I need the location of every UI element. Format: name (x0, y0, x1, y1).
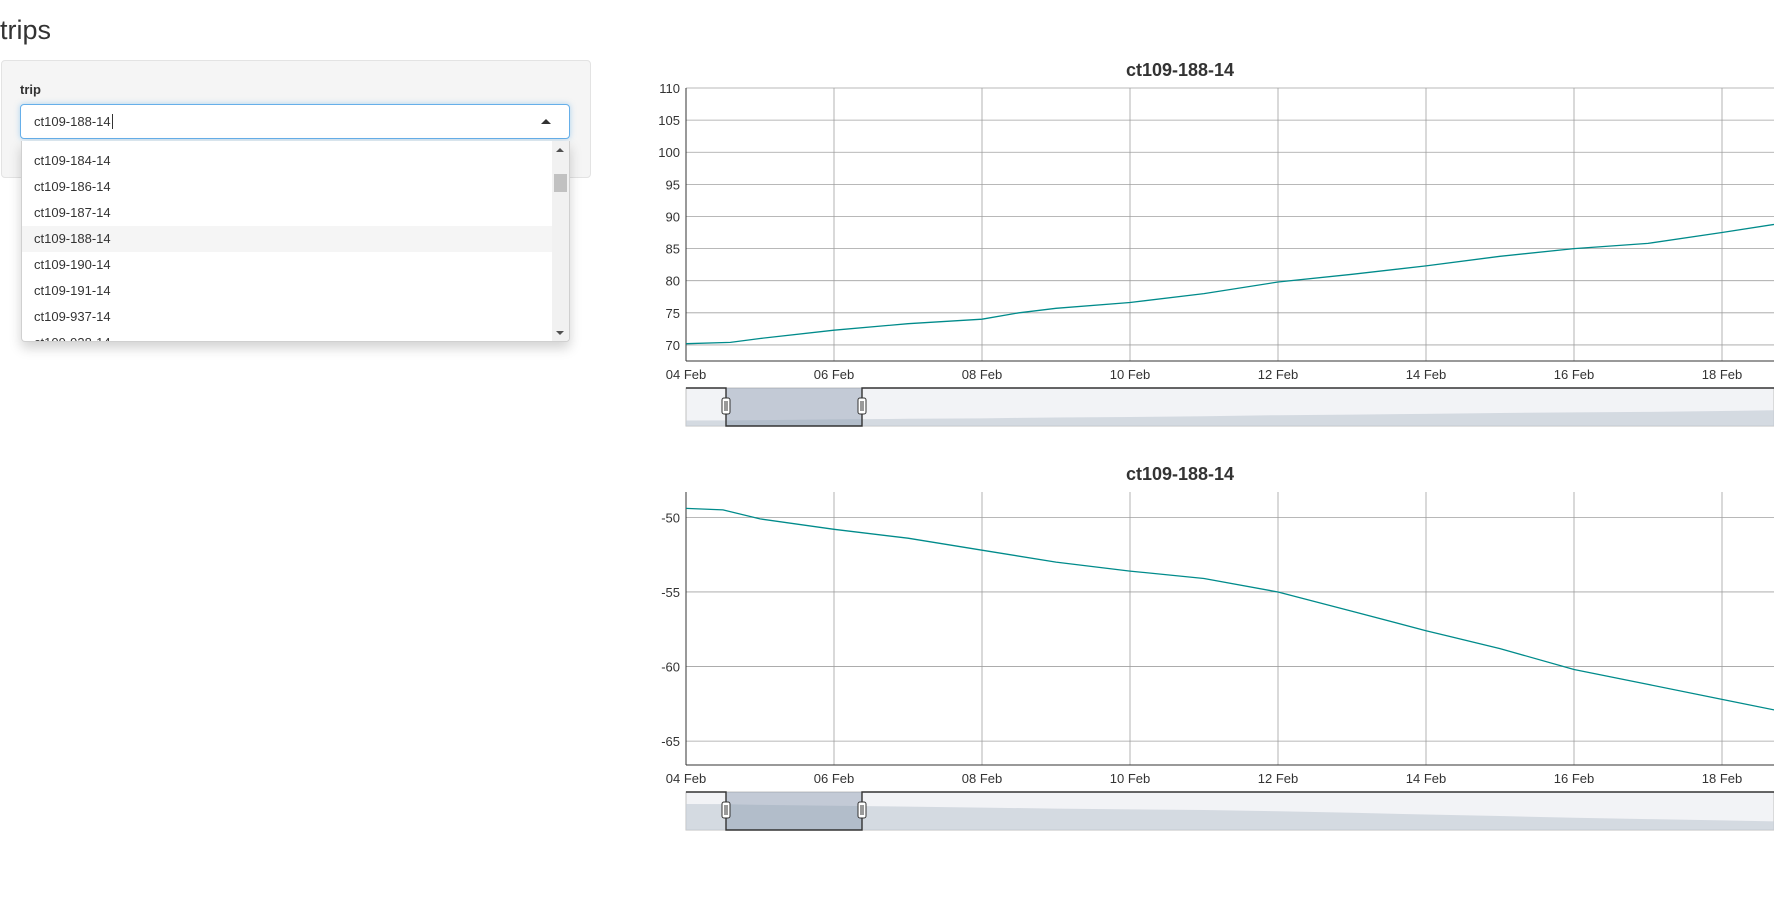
text-cursor (111, 114, 113, 129)
scroll-up-arrow-icon[interactable] (556, 148, 564, 152)
x-tick-label: 18 Feb (1702, 771, 1742, 786)
chart-longitude-svg: ct109-188-14 04 Feb 06 Feb 08 Feb 10 Feb 12 F… (661, 464, 1774, 831)
series-line (685, 507, 1774, 711)
x-tick-label: 16 Feb (1554, 771, 1594, 786)
scroll-down-arrow-icon[interactable] (556, 331, 564, 335)
trip-option[interactable]: ct109-184-14 (34, 153, 111, 168)
range-selector-handle[interactable] (721, 397, 731, 415)
trip-option[interactable]: ct109-187-14 (34, 205, 111, 220)
trip-dropdown-list[interactable]: ct109-184-14 ct109-186-14 ct109-187-14 ct10… (21, 141, 570, 342)
y-tick-label: 105 (658, 113, 680, 128)
y-tick-label: -65 (661, 734, 680, 749)
x-tick-label: 10 Feb (1110, 771, 1150, 786)
chart-title: ct109-188-14 (1126, 464, 1234, 484)
range-selector-mini-series (686, 804, 1774, 830)
x-tick-label: 06 Feb (814, 771, 854, 786)
chart-longitude: ct109-188-14 04 Feb 06 Feb 08 Feb 10 Feb 12 F… (640, 458, 1774, 868)
trip-select[interactable]: ct109-188-14 (20, 104, 570, 139)
y-tick-label: -60 (661, 660, 680, 675)
trip-field-label: trip (20, 82, 41, 97)
trip-option[interactable]: ct109-191-14 (34, 283, 111, 298)
range-selector-outline (686, 791, 1774, 831)
range-selector-handle[interactable] (857, 397, 867, 415)
y-tick-label: 85 (666, 242, 680, 257)
y-tick-label: 90 (666, 209, 680, 224)
range-selector-window (726, 388, 862, 426)
trip-select-value[interactable]: ct109-188-14 (34, 114, 113, 129)
x-tick-label: 06 Feb (814, 367, 854, 382)
y-tick-label: 95 (666, 177, 680, 192)
trip-option[interactable]: ct109-937-14 (34, 309, 111, 324)
range-selector-window (726, 792, 862, 830)
chart-latitude-svg: ct109-188-14 04 Feb 06 Feb 08 Feb 10 Feb 12 F… (658, 60, 1774, 427)
page-title: trips (0, 15, 52, 45)
range-selector-mini-series (686, 410, 1774, 426)
trip-option[interactable]: ct109-190-14 (34, 257, 111, 272)
scroll-thumb[interactable] (554, 174, 567, 192)
y-tick-label: 70 (666, 338, 680, 353)
x-tick-label: 18 Feb (1702, 367, 1742, 382)
x-tick-label: 12 Feb (1258, 771, 1298, 786)
dropdown-scrollbar[interactable] (552, 141, 569, 341)
y-tick-label: 80 (666, 274, 680, 289)
x-tick-label: 12 Feb (1258, 367, 1298, 382)
x-tick-label: 16 Feb (1554, 367, 1594, 382)
range-selector (685, 387, 1774, 427)
range-selector-handle[interactable] (857, 801, 867, 819)
x-tick-label: 10 Feb (1110, 367, 1150, 382)
trip-option[interactable]: ct109-938-14 (22, 330, 552, 341)
y-tick-label: 110 (659, 81, 680, 96)
x-tick-label: 08 Feb (962, 771, 1002, 786)
x-tick-label: 04 Feb (666, 367, 706, 382)
y-tick-label: 100 (658, 145, 680, 160)
trip-option[interactable]: ct109-188-14 (22, 226, 552, 252)
chart-latitude: ct109-188-14 04 Feb 06 Feb 08 Feb 10 Feb 12 F… (640, 54, 1774, 464)
x-tick-label: 14 Feb (1406, 367, 1446, 382)
y-tick-label: -55 (661, 585, 680, 600)
trip-option[interactable]: ct109-186-14 (34, 179, 111, 194)
x-tick-label: 04 Feb (666, 771, 706, 786)
chart-title: ct109-188-14 (1126, 60, 1234, 80)
range-selector-handle[interactable] (721, 801, 731, 819)
series-line (685, 223, 1774, 345)
range-selector-outline (686, 387, 1774, 427)
y-tick-label: -50 (661, 510, 680, 525)
x-tick-label: 08 Feb (962, 367, 1002, 382)
y-tick-label: 75 (666, 306, 680, 321)
caret-up-icon[interactable] (541, 119, 551, 124)
range-selector (685, 791, 1774, 831)
x-tick-label: 14 Feb (1406, 771, 1446, 786)
